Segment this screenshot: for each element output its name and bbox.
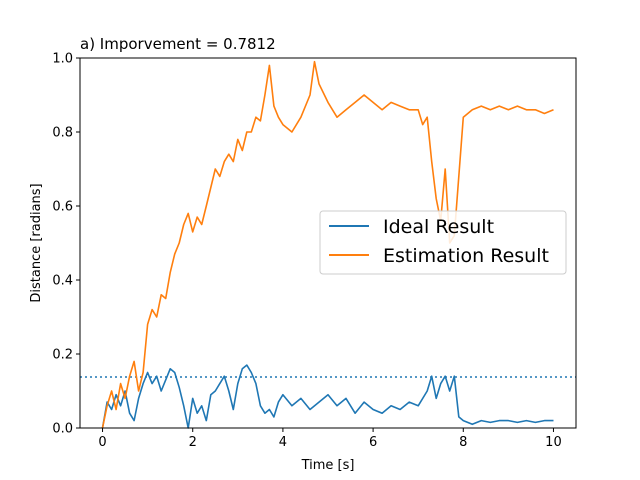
x-tick-label: 6 xyxy=(369,435,377,450)
x-axis: 0 2 4 6 8 10 xyxy=(98,428,562,450)
legend-box xyxy=(319,210,567,275)
y-tick-label: 0.6 xyxy=(52,200,73,215)
y-axis: 0.0 0.2 0.4 0.6 0.8 1.0 xyxy=(52,52,80,437)
x-tick-label: 8 xyxy=(459,435,467,450)
y-tick-label: 0.4 xyxy=(52,274,73,289)
x-tick-label: 0 xyxy=(98,435,106,450)
y-axis-label: Distance [radians] xyxy=(29,183,44,302)
y-tick-label: 0.0 xyxy=(52,422,73,437)
x-tick-label: 2 xyxy=(189,435,197,450)
series-line-ideal-result xyxy=(101,364,554,429)
legend: Ideal Result Estimation Result xyxy=(319,210,567,275)
legend-label-ideal-result: Ideal Result xyxy=(383,216,494,238)
y-tick-label: 0.2 xyxy=(52,348,73,363)
chart-title: a) Imporvement = 0.7812 xyxy=(80,35,276,53)
x-tick-label: 4 xyxy=(279,435,287,450)
x-tick-label: 10 xyxy=(545,435,562,450)
y-tick-label: 1.0 xyxy=(52,52,73,67)
y-tick-label: 0.8 xyxy=(52,126,73,141)
plot-frame xyxy=(79,57,577,429)
legend-label-estimation-result: Estimation Result xyxy=(383,245,549,267)
x-axis-label: Time [s] xyxy=(301,458,355,473)
